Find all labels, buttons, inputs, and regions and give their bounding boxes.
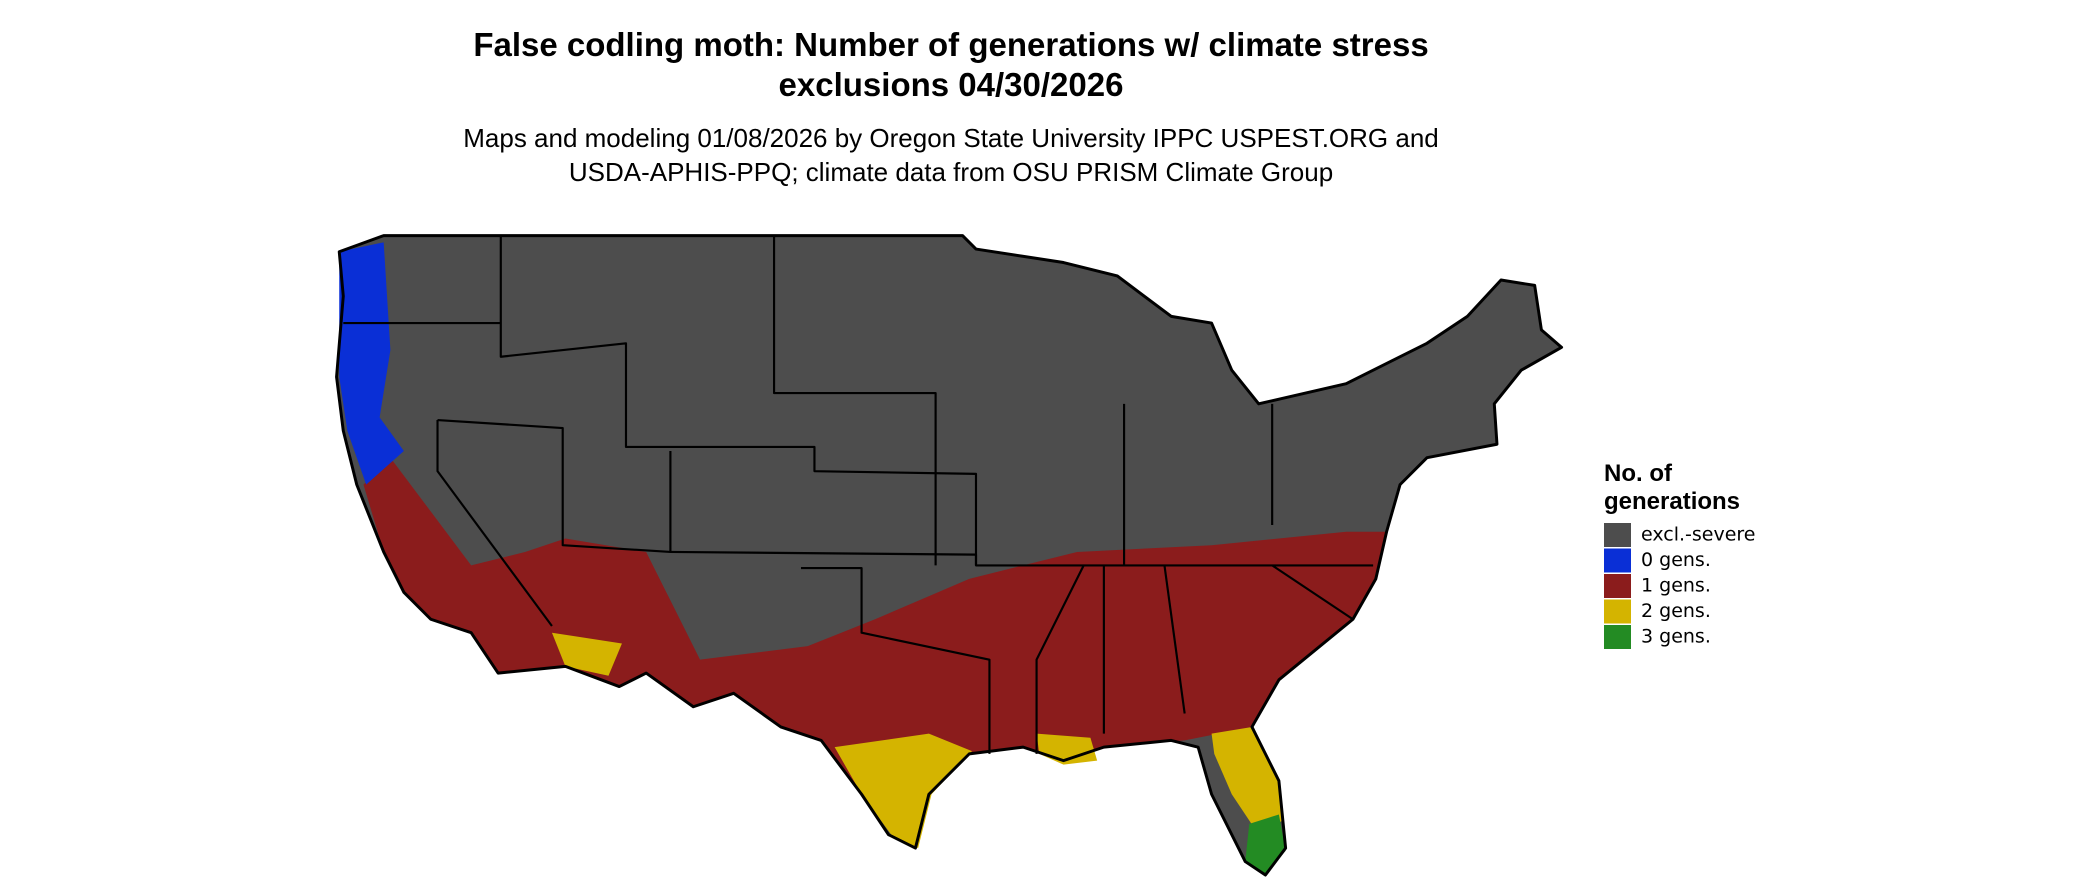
legend-label: 0 gens. [1641,549,1711,571]
legend-label: 1 gens. [1641,575,1711,597]
subtitle-line: USDA-APHIS-PPQ; climate data from OSU PR… [569,157,1333,187]
legend-title: generations [1604,488,1740,515]
legend-label: excl.-severe [1641,524,1756,546]
legend-label: 3 gens. [1641,626,1711,648]
legend-swatch [1604,523,1631,547]
country-border [335,234,1564,877]
region-two-gen [834,733,972,849]
title-line: exclusions 04/30/2026 [779,66,1124,103]
legend-swatch [1604,625,1631,649]
legend-title: No. of [1604,460,1673,487]
region-one-gen [363,457,1387,795]
legend-swatch [1604,574,1631,598]
legend: excl.-severe 0 gens. 1 gens. 2 gens. 3 gens. [1604,523,1756,649]
subtitle-line: Maps and modeling 01/08/2026 by Oregon S… [463,123,1439,153]
legend-swatch [1604,548,1631,573]
state-borders [343,236,1374,754]
region-two-gen [551,632,622,676]
map [335,234,1564,877]
legend-swatch [1604,599,1631,624]
region-zero-gen [339,242,404,485]
title-line: False codling moth: Number of generation… [473,26,1428,63]
legend-label: 2 gens. [1641,600,1711,622]
